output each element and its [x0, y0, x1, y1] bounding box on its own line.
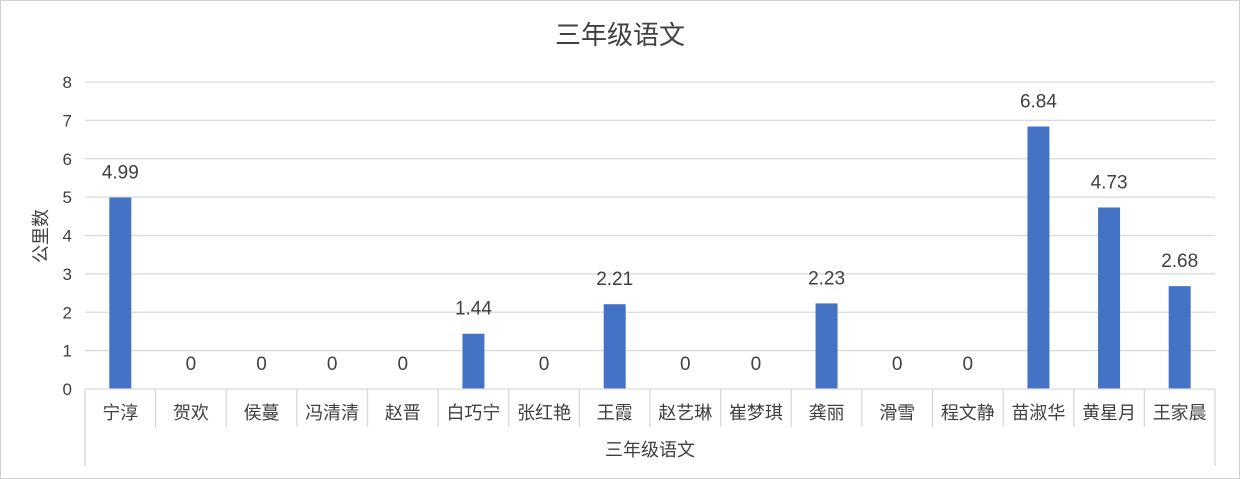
x-tick-label: 程文静	[941, 403, 995, 423]
data-label: 4.99	[102, 163, 139, 184]
x-tick-label: 王家晨	[1153, 403, 1207, 423]
x-tick-label: 黄星月	[1082, 403, 1136, 423]
bar	[1098, 207, 1121, 389]
bar	[109, 197, 132, 389]
y-tick-label: 0	[63, 380, 72, 399]
bar	[462, 333, 485, 389]
data-label: 6.84	[1020, 92, 1057, 113]
chart-title: 三年级语文	[555, 20, 685, 50]
bar	[815, 303, 838, 389]
data-label: 0	[963, 354, 974, 375]
x-tick-label: 白巧宁	[446, 403, 500, 423]
x-tick-label: 崔梦琪	[729, 403, 783, 423]
data-label: 2.23	[808, 268, 845, 289]
x-tick-label: 侯蔓	[244, 403, 280, 423]
y-tick-label: 4	[63, 227, 72, 246]
y-tick-label: 1	[63, 342, 72, 361]
x-tick-label: 龚丽	[809, 403, 845, 423]
bar	[1027, 126, 1050, 389]
y-tick-label: 7	[63, 111, 72, 130]
x-tick-label: 赵艺琳	[658, 403, 712, 423]
data-label: 0	[256, 354, 267, 375]
y-tick-label: 6	[63, 150, 72, 169]
y-tick-labels: 0 1 2 3 4 5 6 7 8	[63, 73, 72, 399]
bar	[1168, 286, 1191, 389]
data-label: 2.68	[1161, 251, 1198, 272]
data-label: 4.73	[1091, 172, 1128, 193]
bars	[109, 126, 1191, 389]
x-tick-label: 张红艳	[517, 403, 571, 423]
y-axis-title: 公里数	[31, 209, 51, 263]
x-tick-label: 贺欢	[173, 403, 209, 423]
data-label: 1.44	[455, 299, 492, 320]
x-axis: 宁淳 贺欢 侯蔓 冯清清 赵晋 白巧宁 张红艳 王霞 赵艺琳 崔梦琪 龚丽 滑雪 程文静 苗淑华 黄星月 王家…	[84, 388, 1216, 466]
data-label: 0	[539, 354, 550, 375]
data-label: 0	[751, 354, 762, 375]
x-tick-label: 王霞	[597, 403, 633, 423]
x-tick-label: 滑雪	[879, 403, 915, 423]
data-label: 0	[892, 354, 903, 375]
x-tick-label: 冯清清	[305, 403, 359, 423]
data-labels: 4.99 0 0 0 0 1.44 0 2.21 0 0 2.23 0 0 6.84 4.73 2.68	[102, 92, 1198, 375]
y-tick-label: 5	[63, 188, 72, 207]
data-label: 0	[398, 354, 409, 375]
x-tick-label: 宁淳	[102, 403, 138, 423]
data-label: 2.21	[596, 269, 633, 290]
x-tick-label: 赵晋	[385, 403, 421, 423]
data-label: 0	[680, 354, 691, 375]
gridlines	[85, 81, 1215, 352]
y-tick-label: 3	[63, 265, 72, 284]
data-label: 0	[186, 354, 197, 375]
y-tick-label: 8	[63, 73, 72, 92]
x-tick-label: 苗淑华	[1011, 403, 1065, 423]
y-tick-label: 2	[63, 303, 72, 322]
bar	[603, 304, 626, 389]
data-label: 0	[327, 354, 338, 375]
x-group-label: 三年级语文	[605, 440, 695, 460]
